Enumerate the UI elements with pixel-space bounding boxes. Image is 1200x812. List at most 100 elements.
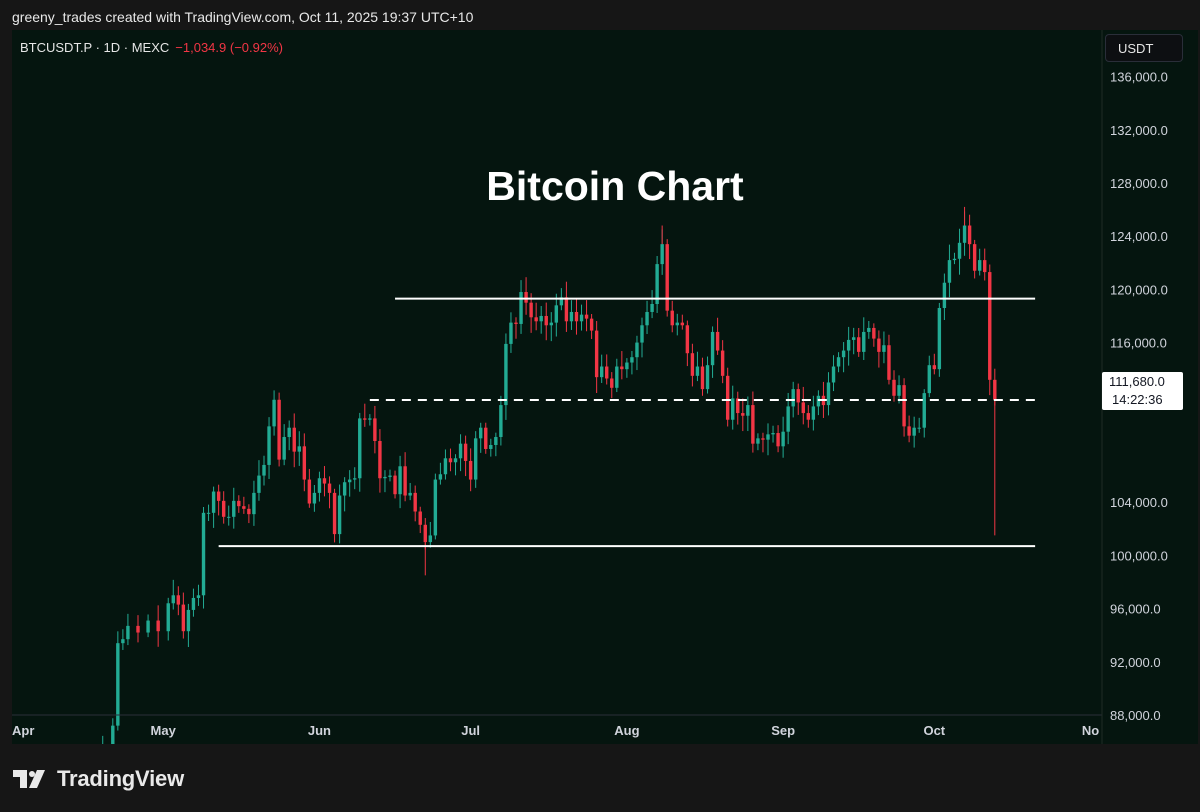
candle-body [796, 389, 800, 403]
candle-body [489, 444, 493, 449]
candle-body [816, 395, 821, 407]
candle-body [302, 446, 307, 480]
price-tick-label: 120,000.0 [1110, 282, 1168, 297]
price-box-bg [1102, 372, 1183, 411]
candle-body [156, 620, 160, 632]
time-tick-label: Sep [771, 723, 795, 738]
candle-body [463, 443, 468, 461]
candle-body [751, 405, 755, 444]
candle-body [680, 322, 685, 326]
candle-body [544, 315, 548, 326]
candle-body [418, 511, 422, 525]
candle-body [736, 398, 740, 414]
candle-body [801, 402, 805, 414]
candle-body [947, 260, 952, 283]
candle-body [126, 625, 130, 640]
time-axis: Apr May Jun Jul Aug Sep Oct No [12, 723, 1099, 738]
candle-body [211, 491, 216, 513]
candle-body [252, 492, 256, 515]
candle-body [227, 516, 231, 518]
candle-body [146, 620, 150, 633]
price-tick-label: 128,000.0 [1110, 176, 1168, 191]
candle-body [846, 339, 851, 351]
candle-body [353, 478, 357, 480]
currency-button[interactable]: USDT [1105, 34, 1183, 62]
chart-svg[interactable]: 88,000.0 92,000.0 96,000.0 100,000.0 104,000… [12, 30, 1198, 744]
candles-group [102, 206, 997, 744]
candle-body [625, 362, 629, 370]
candle-body [383, 476, 387, 479]
candle-body [539, 315, 543, 322]
candle-body [181, 604, 186, 632]
candle-body [761, 438, 765, 440]
candle-body [731, 398, 735, 420]
candle-body [620, 366, 624, 370]
candle-body [514, 322, 518, 324]
candle-body [579, 314, 584, 322]
candle-body [746, 405, 750, 416]
candle-body [216, 491, 221, 501]
candle-body [423, 524, 427, 543]
candle-body [307, 479, 312, 504]
candle-body [479, 427, 483, 439]
candle-body [327, 483, 332, 493]
candle-body [605, 366, 609, 379]
candle-body [433, 479, 438, 536]
candle-body [443, 458, 448, 475]
candle-body [549, 322, 553, 326]
candle-body [267, 426, 271, 465]
candle-body [398, 466, 402, 495]
candle-body [373, 418, 377, 441]
candle-body [952, 258, 957, 261]
candle-body [176, 595, 181, 605]
candle-body [725, 375, 730, 420]
symbol-info: BTCUSDT.P · 1D · MEXC [20, 40, 170, 55]
candle-body [892, 379, 896, 396]
candle-body [166, 603, 170, 632]
price-tick-label: 132,000.0 [1110, 123, 1168, 138]
candle-body [116, 643, 120, 726]
candle-body [715, 331, 720, 351]
candle-body [484, 427, 488, 449]
candle-body [277, 399, 281, 460]
candle-body [534, 317, 538, 322]
candle-body [378, 441, 382, 479]
candle-body [988, 272, 992, 380]
candle-body [574, 311, 579, 322]
candle-body [393, 475, 397, 495]
candle-body [232, 500, 236, 517]
price-tick-label: 124,000.0 [1110, 229, 1168, 244]
last-price-value: 111,680.0 [1109, 374, 1165, 389]
price-tick-label: 88,000.0 [1110, 708, 1161, 723]
candle-body [413, 492, 417, 512]
candle-body [877, 338, 881, 352]
last-price-label-box: 111,680.0 14:22:36 [1102, 372, 1183, 411]
time-tick-label: Oct [923, 723, 945, 738]
candle-body [993, 379, 997, 400]
candle-body [509, 322, 513, 344]
candle-body [912, 427, 916, 436]
level-lines-group [218, 297, 1036, 548]
candle-body [171, 595, 175, 604]
candle-body [700, 366, 705, 390]
candle-body [917, 427, 921, 429]
candle-body [111, 725, 115, 744]
chart-panel[interactable]: 88,000.0 92,000.0 96,000.0 100,000.0 104,000… [12, 30, 1198, 744]
candle-body [287, 427, 291, 438]
time-tick-label: May [151, 723, 177, 738]
candle-body [494, 437, 498, 445]
price-tick-label: 116,000.0 [1110, 336, 1167, 351]
candle-body [554, 305, 559, 323]
candle-body [781, 431, 785, 447]
candle-body [257, 475, 261, 493]
candle-body [358, 418, 362, 479]
tradingview-brand[interactable]: TradingView [13, 766, 184, 792]
candle-body [524, 292, 528, 303]
candle-body [322, 478, 327, 484]
candle-body [569, 311, 574, 322]
candle-body [262, 464, 266, 476]
candle-body [811, 406, 816, 420]
candle-body [786, 406, 790, 432]
candle-body [468, 460, 473, 480]
candle-body [610, 378, 614, 388]
